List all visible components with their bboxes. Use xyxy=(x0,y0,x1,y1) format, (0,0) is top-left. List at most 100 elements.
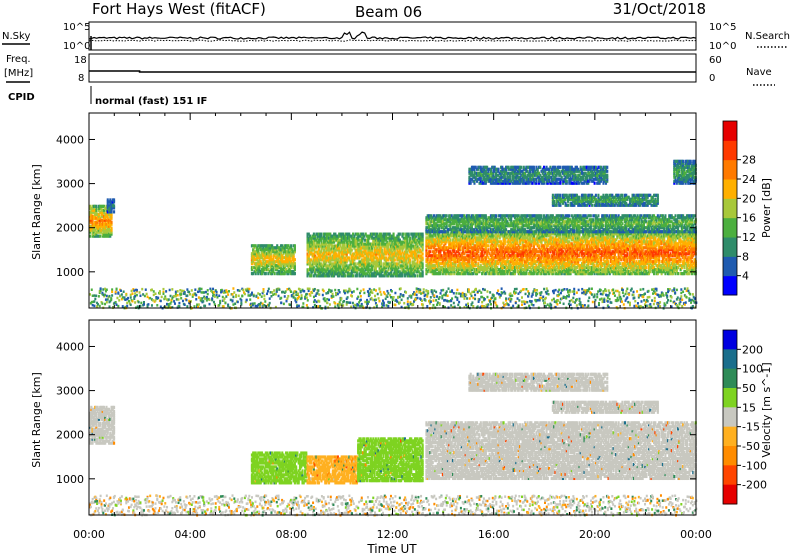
echo-cell xyxy=(354,304,356,307)
echo-cell xyxy=(511,294,513,297)
echo-cell xyxy=(439,296,441,299)
echo-cell xyxy=(558,289,560,292)
echo-cell xyxy=(417,297,419,300)
echo-cell xyxy=(349,301,351,304)
echo-cell xyxy=(156,304,158,307)
echo-cell xyxy=(131,300,133,303)
echo-cell xyxy=(689,293,691,296)
echo-cell xyxy=(255,295,257,298)
echo-cell xyxy=(633,294,635,297)
echo-cell xyxy=(472,305,474,308)
nsky-label: N.Sky xyxy=(2,31,30,42)
echo-cell xyxy=(113,204,115,207)
echo-cell xyxy=(669,288,671,291)
echo-cell xyxy=(257,292,259,295)
echo-cell xyxy=(152,299,154,302)
echo-cell xyxy=(94,298,96,301)
echo-cell xyxy=(274,272,276,275)
echo-cell xyxy=(637,302,639,305)
echo-cell xyxy=(130,296,132,299)
echo-cell xyxy=(496,305,498,308)
echo-cell xyxy=(477,262,479,265)
echo-cell xyxy=(402,294,404,297)
echo-cell xyxy=(673,289,675,292)
echo-cell xyxy=(653,303,655,306)
echo-cell xyxy=(614,294,616,297)
echo-cell xyxy=(249,298,251,301)
echo-cell xyxy=(161,296,163,299)
echo-cell xyxy=(285,290,287,293)
echo-cell xyxy=(116,288,118,291)
echo-cell xyxy=(536,293,538,296)
echo-cell xyxy=(531,303,533,306)
echo-cell xyxy=(340,297,342,300)
echo-cell xyxy=(471,291,473,294)
echo-cell xyxy=(93,300,95,303)
echo-cell xyxy=(527,295,529,298)
echo-cell xyxy=(588,296,590,299)
echo-cell xyxy=(216,294,218,297)
echo-cell xyxy=(275,293,277,296)
echo-cell xyxy=(502,292,504,295)
echo-cell xyxy=(665,292,667,295)
echo-cell xyxy=(572,297,574,300)
echo-cell xyxy=(356,288,358,291)
echo-cell xyxy=(213,291,215,294)
echo-cell xyxy=(268,288,270,291)
echo-cell xyxy=(382,299,384,302)
echo-cell xyxy=(383,302,385,305)
echo-cell xyxy=(307,299,309,302)
echo-cell xyxy=(659,305,661,308)
echo-cell xyxy=(120,289,122,292)
echo-cell xyxy=(468,288,470,291)
echo-cell xyxy=(478,300,480,303)
echo-cell xyxy=(396,300,398,303)
echo-cell xyxy=(440,289,442,292)
echo-cell xyxy=(422,256,424,259)
echo-cell xyxy=(212,288,214,291)
echo-cell xyxy=(343,300,345,303)
echo-cell xyxy=(629,304,631,307)
echo-cell xyxy=(453,292,455,295)
echo-cell xyxy=(489,300,491,303)
echo-cell xyxy=(423,291,425,294)
echo-cell xyxy=(563,288,565,291)
echo-cell xyxy=(394,258,396,261)
echo-cell xyxy=(686,296,688,299)
echo-cell xyxy=(329,303,331,306)
echo-cell xyxy=(117,292,119,295)
echo-cell xyxy=(659,301,661,304)
beam-label: Beam 06 xyxy=(355,3,422,21)
echo-cell xyxy=(443,294,445,297)
echo-cell xyxy=(175,291,177,294)
echo-cell xyxy=(162,292,164,295)
echo-cell xyxy=(387,305,389,308)
echo-cell xyxy=(360,295,362,298)
echo-cell xyxy=(620,298,622,301)
echo-cell xyxy=(409,258,411,261)
echo-cell xyxy=(600,289,602,292)
echo-cell xyxy=(474,294,476,297)
cpid-label: CPID xyxy=(8,92,35,103)
echo-cell xyxy=(551,299,553,302)
echo-cell xyxy=(534,289,536,292)
echo-cell xyxy=(628,293,630,296)
echo-cell xyxy=(118,299,120,302)
echo-cell xyxy=(244,293,246,296)
echo-cell xyxy=(352,302,354,305)
echo-cell xyxy=(484,289,486,292)
noise-tick-bottom-right: 10^0 xyxy=(709,41,736,52)
power-echoes xyxy=(89,160,697,310)
echo-cell xyxy=(259,293,261,296)
echo-cell xyxy=(102,288,104,291)
echo-cell xyxy=(670,300,672,303)
echo-cell xyxy=(456,289,458,292)
echo-cell xyxy=(609,298,611,301)
echo-cell xyxy=(679,300,681,303)
echo-cell xyxy=(269,302,271,305)
echo-cell xyxy=(147,296,149,299)
echo-cell xyxy=(232,287,234,290)
echo-cell xyxy=(306,304,308,307)
echo-cell xyxy=(553,289,555,292)
